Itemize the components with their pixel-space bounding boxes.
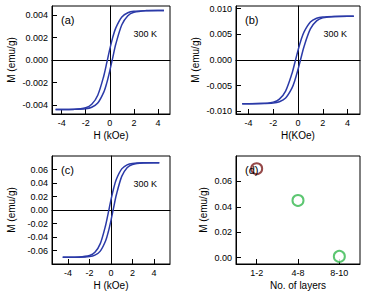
svg-text:2: 2: [320, 118, 325, 128]
svg-text:0.00: 0.00: [30, 205, 48, 215]
svg-text:0.000: 0.000: [209, 55, 232, 65]
svg-text:H (kOe): H (kOe): [94, 280, 129, 291]
svg-text:0.04: 0.04: [214, 202, 232, 212]
svg-text:4-8: 4-8: [291, 268, 304, 278]
svg-text:-4: -4: [64, 268, 72, 278]
svg-text:-0.06: -0.06: [27, 246, 48, 256]
svg-text:M (emu/g): M (emu/g): [198, 187, 209, 233]
svg-text:-4: -4: [244, 118, 252, 128]
svg-text:(d): (d): [245, 164, 258, 176]
svg-text:-2: -2: [82, 118, 90, 128]
svg-text:0.005: 0.005: [209, 29, 232, 39]
svg-text:M (emu/g): M (emu/g): [190, 37, 201, 83]
svg-text:300 K: 300 K: [133, 179, 157, 189]
svg-text:(a): (a): [61, 14, 74, 26]
svg-text:0.04: 0.04: [30, 178, 48, 188]
svg-text:0.06: 0.06: [30, 165, 48, 175]
svg-text:0.02: 0.02: [30, 192, 48, 202]
svg-text:No. of layers: No. of layers: [270, 280, 326, 291]
svg-text:-0.04: -0.04: [27, 232, 48, 242]
svg-text:-2: -2: [269, 118, 277, 128]
svg-text:-0.004: -0.004: [22, 100, 48, 110]
svg-text:4: 4: [345, 118, 350, 128]
svg-text:0: 0: [108, 268, 113, 278]
svg-text:H(KOe): H(KOe): [281, 130, 315, 141]
svg-text:4: 4: [151, 268, 156, 278]
svg-text:0.010: 0.010: [209, 4, 232, 14]
svg-text:-2: -2: [86, 268, 94, 278]
svg-text:300 K: 300 K: [323, 29, 347, 39]
svg-text:-0.010: -0.010: [206, 106, 232, 116]
svg-text:(b): (b): [245, 14, 258, 26]
svg-text:-0.002: -0.002: [22, 78, 48, 88]
svg-text:300 K: 300 K: [133, 29, 157, 39]
svg-text:-4: -4: [58, 118, 66, 128]
svg-text:0.004: 0.004: [25, 10, 48, 20]
svg-text:0: 0: [107, 118, 112, 128]
svg-text:(c): (c): [61, 164, 74, 176]
svg-text:0.000: 0.000: [25, 55, 48, 65]
svg-text:8-10: 8-10: [330, 268, 348, 278]
svg-text:M (emu/g): M (emu/g): [6, 37, 17, 83]
svg-text:0: 0: [295, 118, 300, 128]
svg-text:2: 2: [131, 118, 136, 128]
svg-text:4: 4: [155, 118, 160, 128]
svg-text:0.00: 0.00: [214, 253, 232, 263]
svg-text:2: 2: [130, 268, 135, 278]
svg-text:0.06: 0.06: [214, 176, 232, 186]
svg-text:M (emu/g): M (emu/g): [6, 187, 17, 233]
svg-text:0.002: 0.002: [25, 33, 48, 43]
svg-text:1-2: 1-2: [250, 268, 263, 278]
svg-text:-0.02: -0.02: [27, 219, 48, 229]
svg-text:0.02: 0.02: [214, 227, 232, 237]
svg-text:-0.005: -0.005: [206, 81, 232, 91]
svg-text:H (kOe): H (kOe): [94, 130, 129, 141]
